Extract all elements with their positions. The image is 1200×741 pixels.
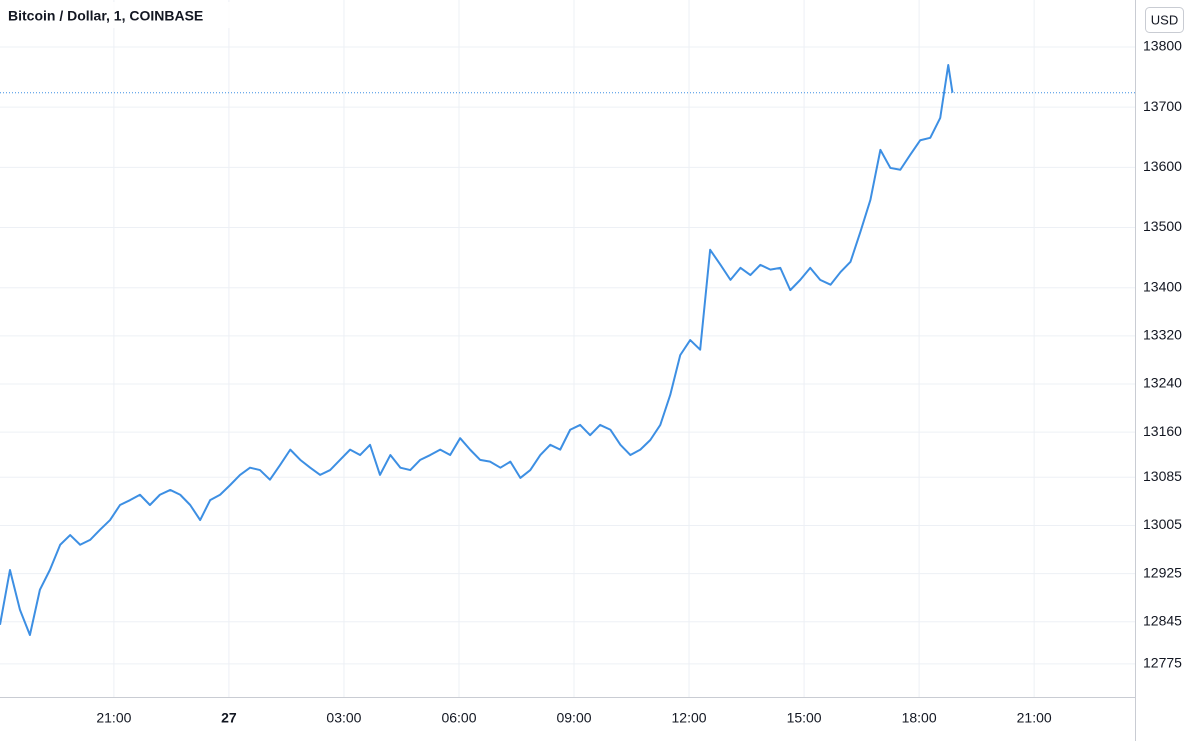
y-tick-label: 13005 [1143,516,1182,532]
y-tick-label: 13500 [1143,218,1182,234]
x-tick-label: 21:00 [96,710,131,726]
y-tick-label: 13085 [1143,468,1182,484]
y-tick-label: 13160 [1143,423,1182,439]
y-tick-label: 13240 [1143,375,1182,391]
x-tick-label: 09:00 [556,710,591,726]
currency-label[interactable]: USD [1151,12,1178,27]
y-tick-label: 13600 [1143,158,1182,174]
price-line [0,64,954,636]
y-tick-label: 12775 [1143,655,1182,671]
y-tick-label: 13400 [1143,278,1182,294]
x-tick-label: 27 [221,710,237,726]
plot-area [0,64,1135,636]
y-tick-label: 12845 [1143,612,1182,628]
y-tick-label: 13800 [1143,38,1182,54]
x-tick-label: 12:00 [672,710,707,726]
y-tick-label: 13700 [1143,98,1182,114]
chart-title: Bitcoin / Dollar, 1, COINBASE [8,8,203,24]
x-tick-label: 06:00 [441,710,476,726]
x-tick-label: 15:00 [787,710,822,726]
x-tick-label: 18:00 [902,710,937,726]
currency-button[interactable] [1145,7,1184,33]
grid [0,0,1135,697]
title-backdrop [0,2,232,28]
x-tick-label: 03:00 [326,710,361,726]
y-tick-label: 12925 [1143,564,1182,580]
x-tick-label: 21:00 [1017,710,1052,726]
y-tick-label: 13320 [1143,327,1182,343]
